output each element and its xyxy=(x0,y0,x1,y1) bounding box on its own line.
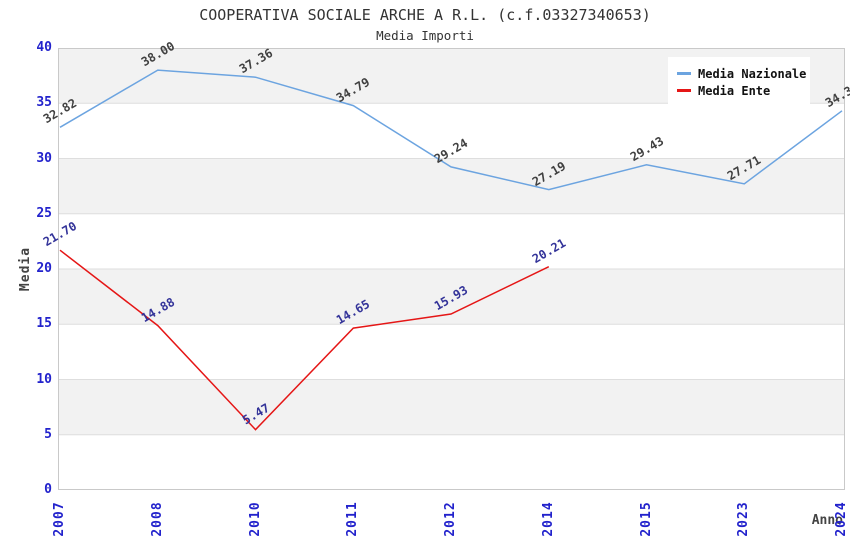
x-tick-label: 2007 xyxy=(52,501,67,537)
y-tick-label: 35 xyxy=(36,95,52,111)
series-line-1 xyxy=(59,249,550,431)
plot-svg xyxy=(58,48,845,490)
y-tick-label: 25 xyxy=(36,205,52,221)
legend-label: Media Nazionale xyxy=(698,66,807,81)
legend-item: Media Ente xyxy=(677,83,810,98)
plot-border xyxy=(58,48,845,490)
legend-label: Media Ente xyxy=(698,83,771,98)
x-tick-label: 2015 xyxy=(638,501,654,537)
background-band xyxy=(58,213,845,269)
x-tick-label: 2024 xyxy=(834,501,849,537)
y-tick-label: 0 xyxy=(44,482,52,497)
y-tick-label: 20 xyxy=(36,261,52,276)
background-band xyxy=(58,269,845,325)
background-band xyxy=(58,103,845,159)
x-axis-title: Anno xyxy=(811,513,843,528)
background-band xyxy=(58,379,845,435)
y-tick-label: 5 xyxy=(44,426,52,442)
background-band xyxy=(58,324,845,380)
background-band xyxy=(58,434,845,490)
y-tick-label: 40 xyxy=(36,40,52,55)
legend-line-swatch xyxy=(677,72,691,75)
x-tick-label: 2011 xyxy=(345,501,361,537)
x-tick-label: 2012 xyxy=(443,501,458,537)
x-tick-label: 2008 xyxy=(149,501,165,537)
x-tick-label: 2023 xyxy=(736,501,752,537)
plot-area xyxy=(58,48,845,490)
legend: Media Nazionale Media Ente xyxy=(668,57,810,107)
legend-line-swatch xyxy=(677,89,691,92)
y-tick-label: 30 xyxy=(36,150,52,166)
legend-item: Media Nazionale xyxy=(677,66,810,81)
x-tick-label: 2010 xyxy=(247,501,263,537)
series-line-0 xyxy=(59,69,843,191)
chart-title: COOPERATIVA SOCIALE ARCHE A R.L. (c.f.03… xyxy=(199,6,651,24)
x-tick-label: 2014 xyxy=(540,501,556,537)
y-tick-label: 15 xyxy=(36,316,52,332)
y-tick-label: 10 xyxy=(36,371,52,387)
chart-subtitle: Media Importi xyxy=(376,28,474,43)
